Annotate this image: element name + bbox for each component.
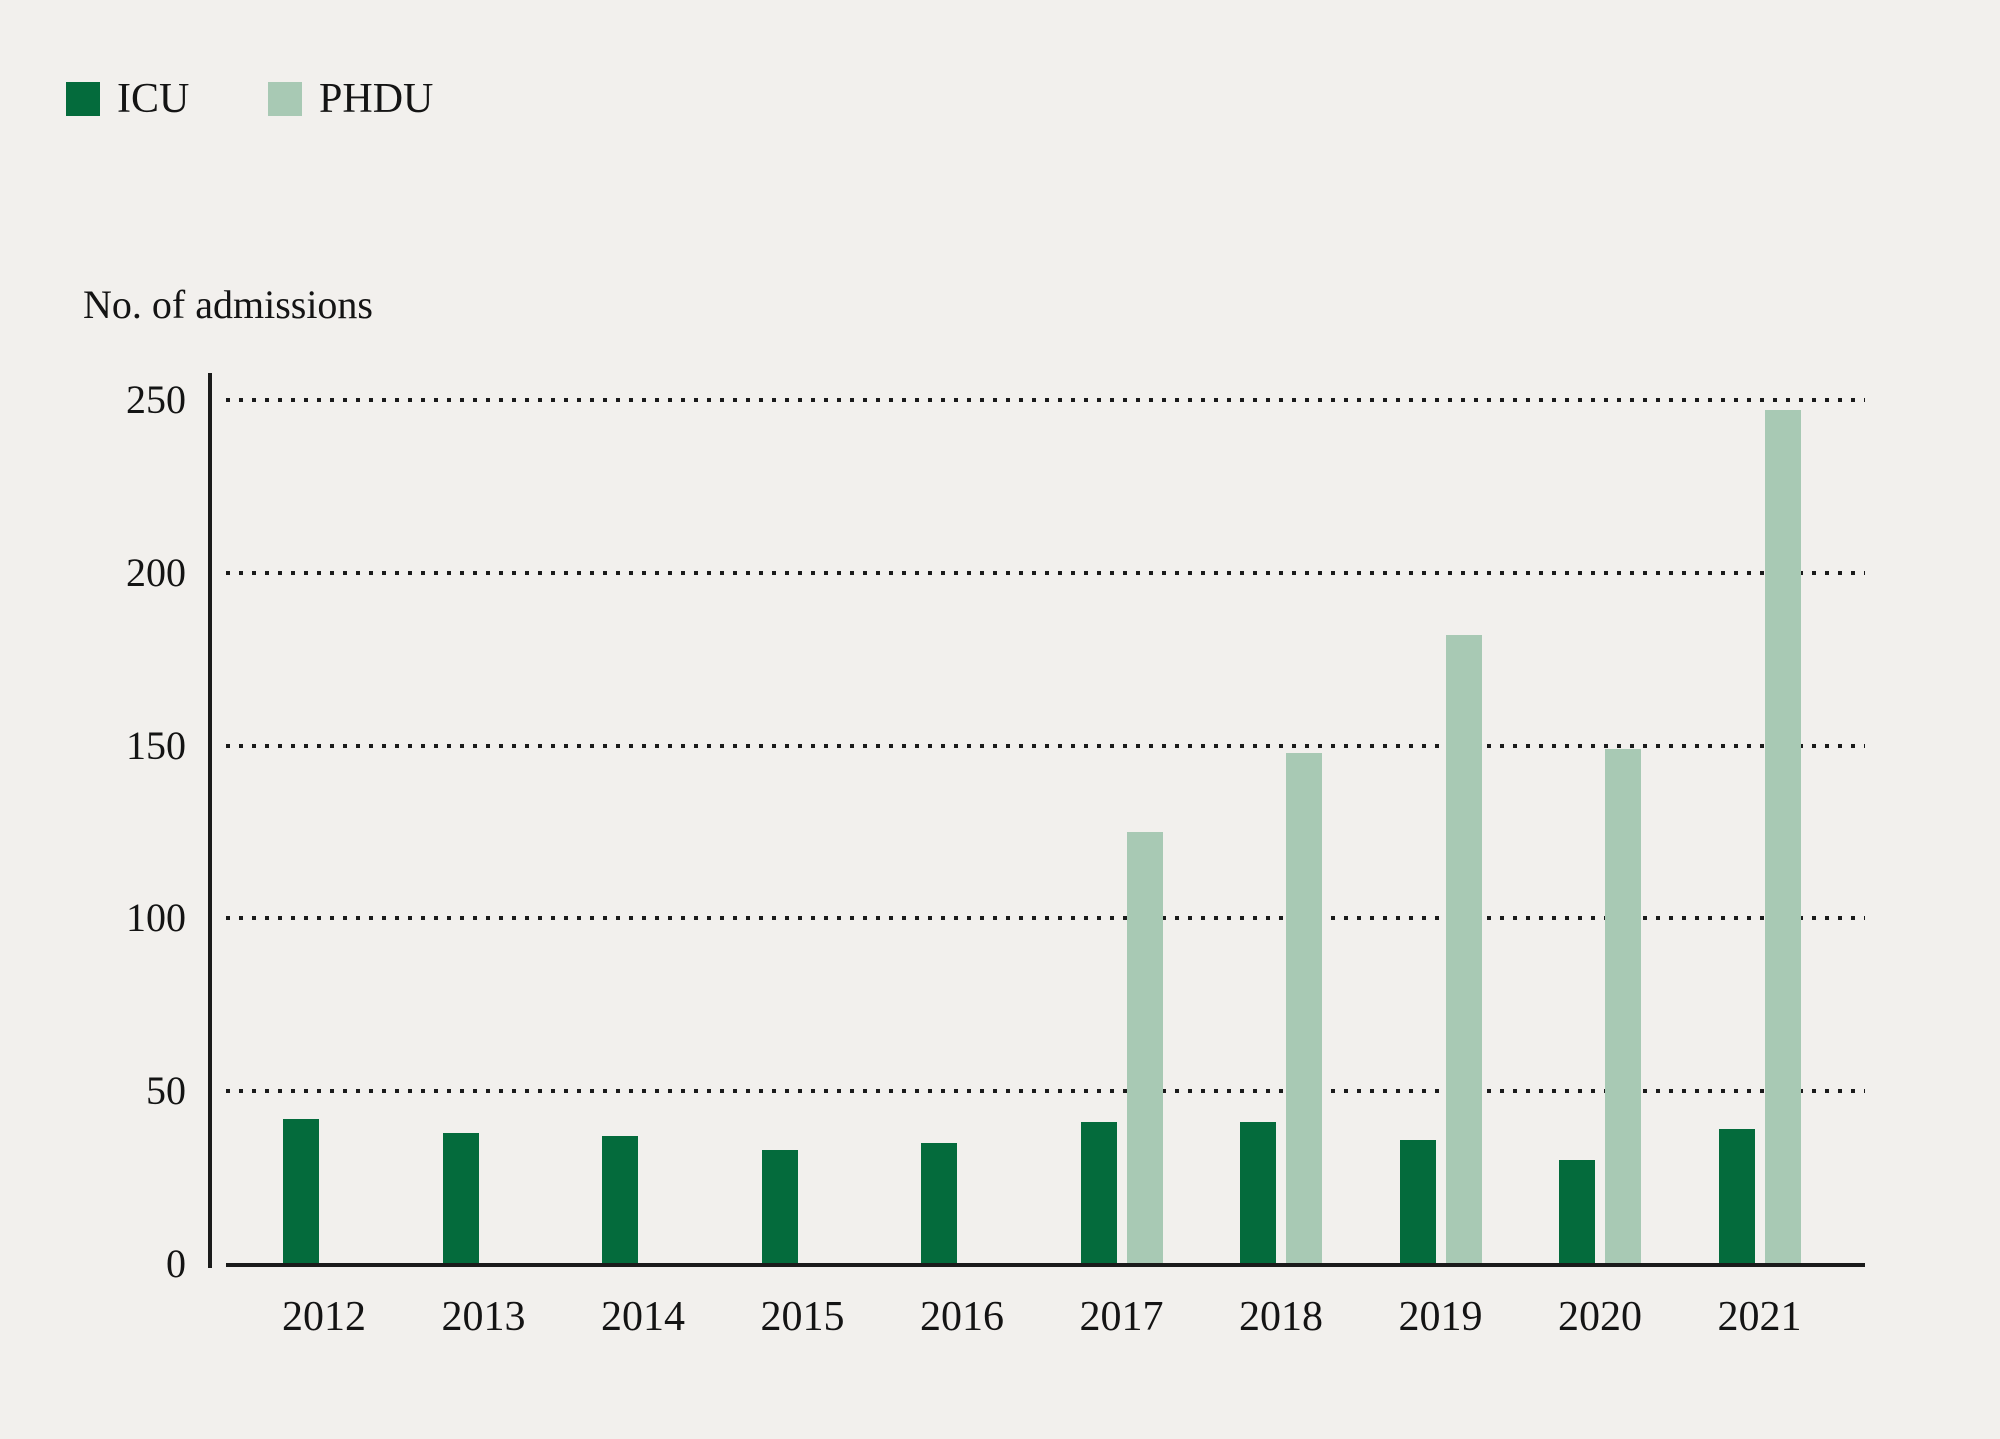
gridline-50 xyxy=(226,1089,1865,1094)
x-tick-label-2013: 2013 xyxy=(441,1294,526,1340)
x-tick-label-2016: 2016 xyxy=(920,1294,1004,1340)
icu-color-swatch xyxy=(66,82,100,116)
bar-icu-2018 xyxy=(1240,1122,1276,1266)
phdu-color-swatch xyxy=(268,82,302,116)
x-tick-label-2012: 2012 xyxy=(282,1294,366,1340)
bar-icu-2013 xyxy=(442,1132,479,1266)
bar-phdu-2020 xyxy=(1605,749,1641,1266)
bar-icu-2014 xyxy=(602,1136,638,1266)
bar-icu-2017 xyxy=(1080,1122,1117,1266)
y-axis-title: No. of admissions xyxy=(83,282,373,327)
x-tick-label-2015: 2015 xyxy=(760,1294,845,1340)
y-tick-label-100: 100 xyxy=(126,895,186,941)
y-tick-label-150: 150 xyxy=(126,722,186,768)
gridline-150 xyxy=(226,743,1865,748)
y-tick-label-50: 50 xyxy=(146,1068,186,1114)
y-tick-label-200: 200 xyxy=(126,549,186,595)
bar-icu-2012 xyxy=(283,1118,319,1266)
x-tick-label-2020: 2020 xyxy=(1558,1294,1642,1340)
x-axis-line xyxy=(226,1263,1865,1267)
bar-phdu-2017 xyxy=(1126,832,1163,1266)
x-tick-label-2014: 2014 xyxy=(601,1294,685,1340)
y-tick-label-0: 0 xyxy=(166,1241,186,1286)
legend-item-icu: ICU xyxy=(66,78,189,120)
bar-icu-2019 xyxy=(1399,1139,1436,1266)
x-tick-label-2021: 2021 xyxy=(1717,1294,1802,1340)
y-axis-line xyxy=(208,373,212,1268)
gridline-200 xyxy=(226,570,1865,575)
legend-item-phdu: PHDU xyxy=(268,78,433,120)
x-tick-label-2018: 2018 xyxy=(1239,1294,1323,1340)
bar-icu-2015 xyxy=(761,1149,798,1266)
bar-icu-2016 xyxy=(921,1143,957,1266)
gridline-250 xyxy=(226,398,1865,402)
x-tick-label-2017: 2017 xyxy=(1079,1294,1164,1340)
bar-icu-2020 xyxy=(1559,1160,1595,1266)
gridline-100 xyxy=(226,916,1865,921)
y-tick-label-250: 250 xyxy=(126,377,186,422)
legend-label-icu: ICU xyxy=(117,76,190,122)
bar-phdu-2021 xyxy=(1764,410,1801,1266)
bar-phdu-2019 xyxy=(1445,635,1482,1266)
x-tick-label-2019: 2019 xyxy=(1398,1294,1483,1340)
legend-label-phdu: PHDU xyxy=(319,76,434,122)
bar-phdu-2018 xyxy=(1286,752,1322,1266)
bar-icu-2021 xyxy=(1718,1129,1755,1266)
